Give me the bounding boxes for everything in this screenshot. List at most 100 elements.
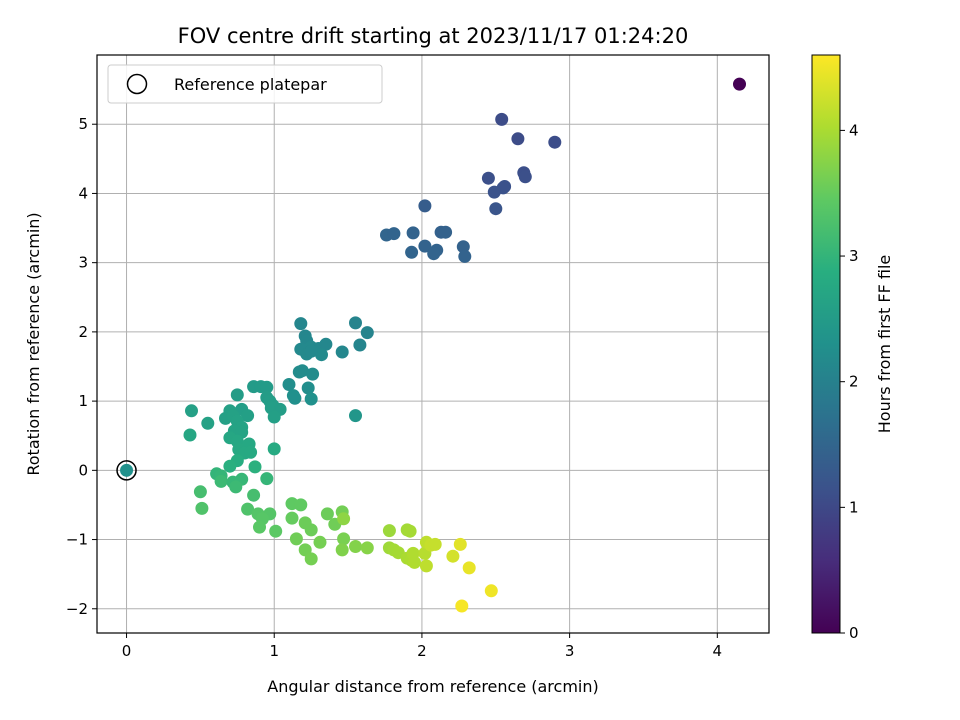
data-point bbox=[349, 409, 362, 423]
data-point bbox=[337, 532, 351, 546]
data-point bbox=[230, 388, 244, 402]
data-point bbox=[288, 391, 302, 405]
data-point bbox=[453, 537, 467, 551]
data-point bbox=[382, 524, 396, 538]
data-point bbox=[294, 498, 308, 512]
legend-marker-reference bbox=[126, 73, 148, 95]
data-point bbox=[248, 460, 262, 474]
data-point bbox=[260, 380, 274, 394]
colorbar-tick-label: 2 bbox=[849, 373, 859, 391]
y-tick-label: −2 bbox=[66, 600, 88, 618]
colorbar-tick-label: 3 bbox=[849, 247, 859, 265]
data-point bbox=[335, 543, 349, 557]
data-point bbox=[458, 249, 472, 263]
data-point bbox=[306, 367, 320, 381]
data-point bbox=[462, 561, 476, 575]
data-point bbox=[269, 524, 283, 538]
data-point bbox=[403, 524, 417, 538]
y-tick-label: 5 bbox=[78, 115, 88, 133]
y-ticks: −2 −1 0 1 2 3 4 5 bbox=[66, 115, 97, 618]
data-point bbox=[313, 535, 327, 549]
data-point bbox=[229, 480, 243, 494]
x-ticks: 0 1 2 3 4 bbox=[122, 633, 722, 660]
data-point bbox=[353, 338, 367, 352]
data-point bbox=[185, 404, 198, 418]
plot-frame bbox=[96, 54, 770, 634]
data-point bbox=[214, 474, 228, 488]
x-tick-label: 1 bbox=[269, 642, 279, 660]
data-point bbox=[408, 555, 421, 569]
data-point bbox=[285, 511, 299, 525]
data-point bbox=[223, 459, 237, 473]
colorbar-gradient bbox=[811, 54, 841, 634]
chart-title: FOV centre drift starting at 2023/11/17 … bbox=[178, 24, 689, 48]
data-point bbox=[518, 170, 532, 184]
x-tick-label: 4 bbox=[713, 642, 723, 660]
data-point bbox=[455, 599, 469, 613]
y-tick-label: 0 bbox=[78, 461, 88, 479]
reference-platepar-marker bbox=[116, 460, 137, 481]
data-point bbox=[244, 445, 258, 459]
reference-point bbox=[120, 463, 134, 477]
y-tick-label: 1 bbox=[78, 392, 88, 410]
data-point bbox=[304, 392, 318, 406]
data-point bbox=[304, 344, 318, 358]
data-point bbox=[489, 202, 503, 216]
data-point bbox=[349, 540, 362, 553]
legend: Reference platepar bbox=[107, 64, 383, 104]
data-point bbox=[241, 409, 255, 423]
data-point bbox=[183, 428, 197, 442]
data-point bbox=[195, 501, 209, 515]
legend-label-reference: Reference platepar bbox=[174, 75, 327, 94]
colorbar-tick-label: 1 bbox=[849, 498, 859, 516]
data-point bbox=[241, 502, 255, 516]
data-point bbox=[418, 239, 432, 253]
data-point bbox=[267, 410, 281, 424]
data-point bbox=[387, 227, 401, 241]
data-point bbox=[360, 326, 374, 340]
y-axis-label: Rotation from reference (arcmin) bbox=[24, 212, 43, 475]
data-point bbox=[484, 584, 498, 598]
colorbar: 0 1 2 3 4 Hours from first FF file bbox=[811, 54, 894, 642]
data-point bbox=[406, 226, 420, 240]
y-tick-label: −1 bbox=[66, 531, 88, 549]
data-point bbox=[548, 135, 562, 149]
data-point bbox=[253, 520, 266, 534]
legend-box bbox=[107, 64, 383, 104]
colorbar-tick-label: 0 bbox=[849, 624, 859, 642]
data-point bbox=[419, 559, 433, 573]
data-point bbox=[201, 416, 215, 430]
x-tick-label: 3 bbox=[565, 642, 575, 660]
data-point bbox=[335, 345, 349, 359]
data-point bbox=[289, 532, 303, 546]
data-point bbox=[405, 245, 419, 259]
data-point bbox=[267, 442, 281, 456]
data-point bbox=[337, 512, 351, 526]
data-point bbox=[360, 541, 374, 555]
colorbar-label: Hours from first FF file bbox=[875, 255, 894, 434]
data-point bbox=[481, 171, 495, 185]
data-point bbox=[495, 112, 509, 126]
data-point bbox=[428, 537, 442, 551]
data-point bbox=[427, 247, 441, 261]
colorbar-ticks: 0 1 2 3 4 bbox=[840, 121, 859, 642]
data-point bbox=[295, 364, 309, 378]
x-tick-label: 0 bbox=[122, 642, 132, 660]
x-axis-label: Angular distance from reference (arcmin) bbox=[267, 677, 598, 696]
data-point bbox=[304, 552, 318, 566]
y-tick-label: 3 bbox=[78, 254, 88, 272]
data-point bbox=[439, 225, 453, 239]
data-point bbox=[319, 337, 333, 351]
data-point bbox=[320, 507, 334, 521]
y-tick-label: 4 bbox=[78, 184, 88, 202]
grid bbox=[97, 55, 769, 633]
data-point bbox=[294, 317, 308, 331]
data-point bbox=[511, 132, 525, 146]
data-point bbox=[446, 549, 460, 563]
data-point bbox=[487, 185, 501, 199]
data-point bbox=[301, 381, 315, 395]
x-tick-label: 2 bbox=[417, 642, 427, 660]
colorbar-tick-label: 4 bbox=[849, 121, 859, 139]
data-point bbox=[315, 348, 328, 362]
